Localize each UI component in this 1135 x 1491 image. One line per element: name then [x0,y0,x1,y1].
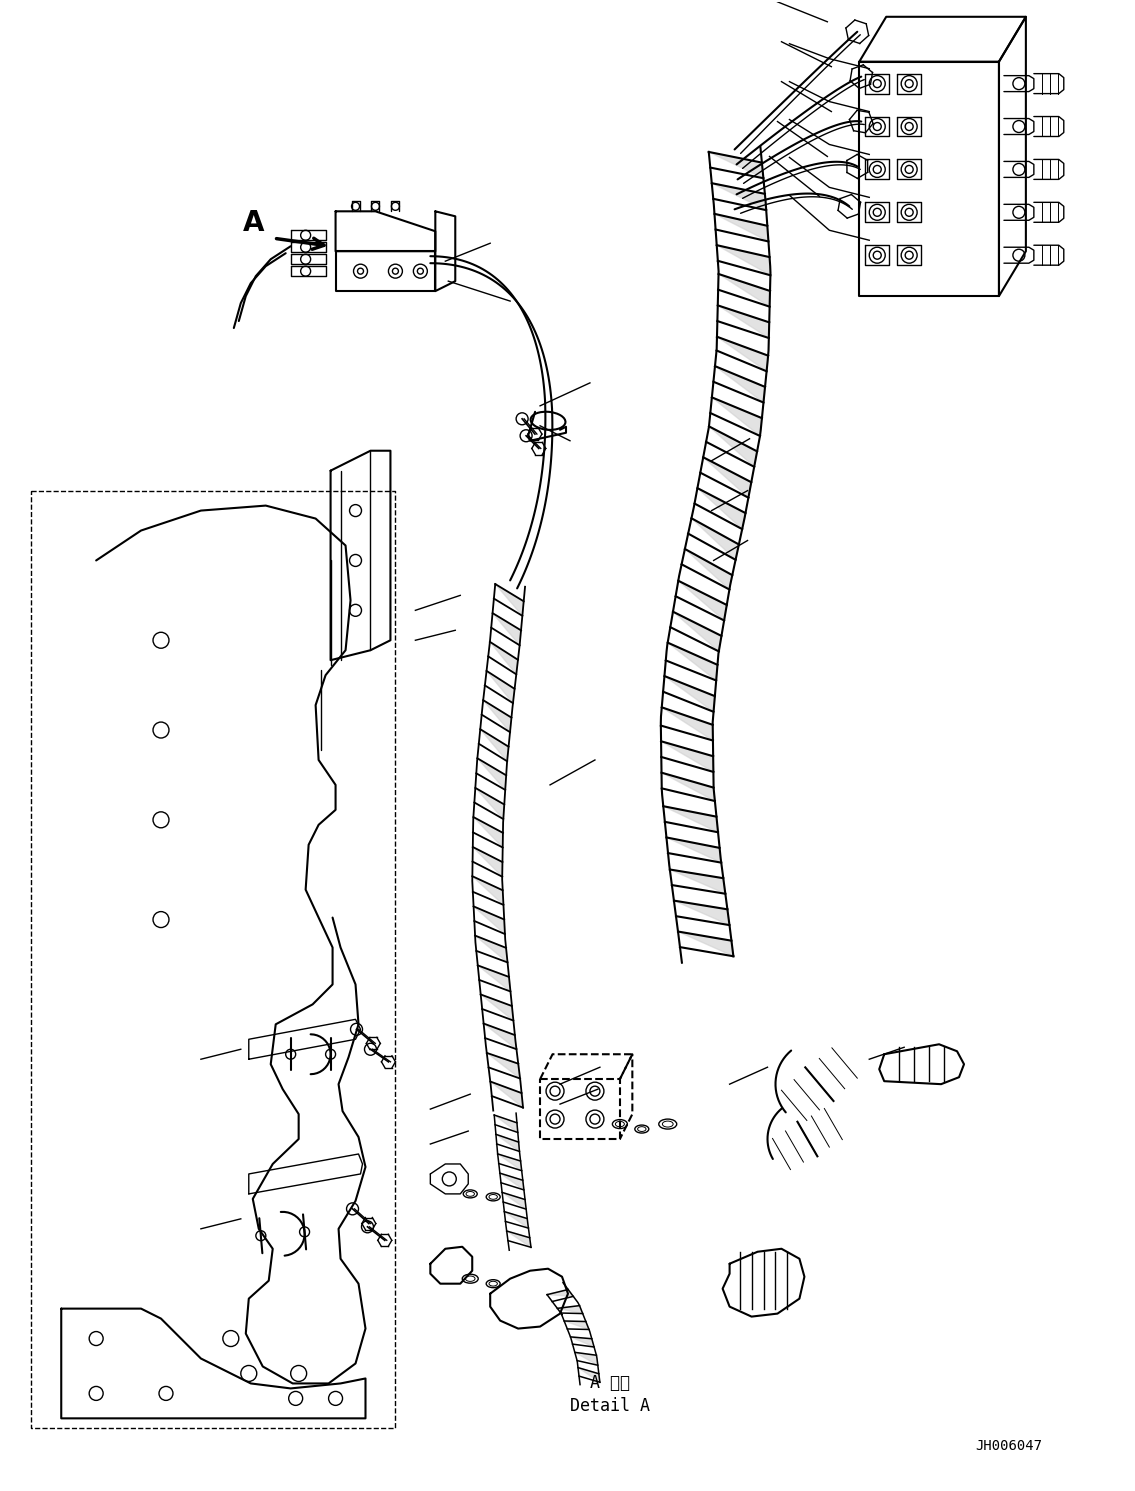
Polygon shape [476,935,507,962]
Polygon shape [712,183,766,210]
Polygon shape [502,1193,526,1209]
Polygon shape [667,643,717,680]
Polygon shape [557,1306,582,1314]
Polygon shape [575,1352,598,1366]
Polygon shape [661,741,714,772]
Polygon shape [476,787,504,819]
Polygon shape [663,807,718,832]
Polygon shape [499,1173,524,1190]
Polygon shape [487,1053,520,1078]
Polygon shape [504,1212,529,1229]
Polygon shape [697,488,746,529]
Polygon shape [714,213,768,242]
Polygon shape [473,817,503,847]
Polygon shape [480,994,513,1020]
Polygon shape [670,869,725,893]
Polygon shape [473,907,505,933]
Polygon shape [715,367,765,403]
Polygon shape [478,759,506,790]
Polygon shape [674,901,730,924]
Polygon shape [718,274,770,307]
Polygon shape [494,1115,518,1133]
Polygon shape [709,426,757,467]
Text: JH006047: JH006047 [975,1439,1042,1454]
Polygon shape [712,398,762,435]
Polygon shape [493,613,521,646]
Polygon shape [684,549,732,589]
Polygon shape [490,1081,523,1108]
Polygon shape [484,1023,516,1050]
Polygon shape [473,847,503,877]
Polygon shape [571,1337,594,1346]
Text: A 詳細: A 詳細 [590,1375,630,1393]
Polygon shape [708,152,764,179]
Polygon shape [673,611,722,652]
Polygon shape [547,1290,573,1296]
Polygon shape [662,707,713,741]
Polygon shape [490,641,518,674]
Polygon shape [472,877,504,905]
Polygon shape [691,519,739,559]
Polygon shape [495,584,523,616]
Text: A: A [243,209,264,237]
Polygon shape [480,729,508,762]
Text: Detail A: Detail A [570,1397,650,1415]
Polygon shape [662,772,715,801]
Polygon shape [487,671,514,704]
Polygon shape [716,245,771,276]
Polygon shape [704,458,751,498]
Polygon shape [497,1154,522,1170]
Polygon shape [717,337,768,371]
Polygon shape [484,701,512,732]
Polygon shape [496,1135,520,1151]
Polygon shape [678,932,733,956]
Polygon shape [664,675,715,711]
Polygon shape [679,580,726,620]
Polygon shape [666,838,721,863]
Polygon shape [478,965,511,992]
Polygon shape [717,306,770,338]
Polygon shape [578,1367,600,1382]
Polygon shape [506,1232,531,1248]
Polygon shape [564,1321,589,1330]
